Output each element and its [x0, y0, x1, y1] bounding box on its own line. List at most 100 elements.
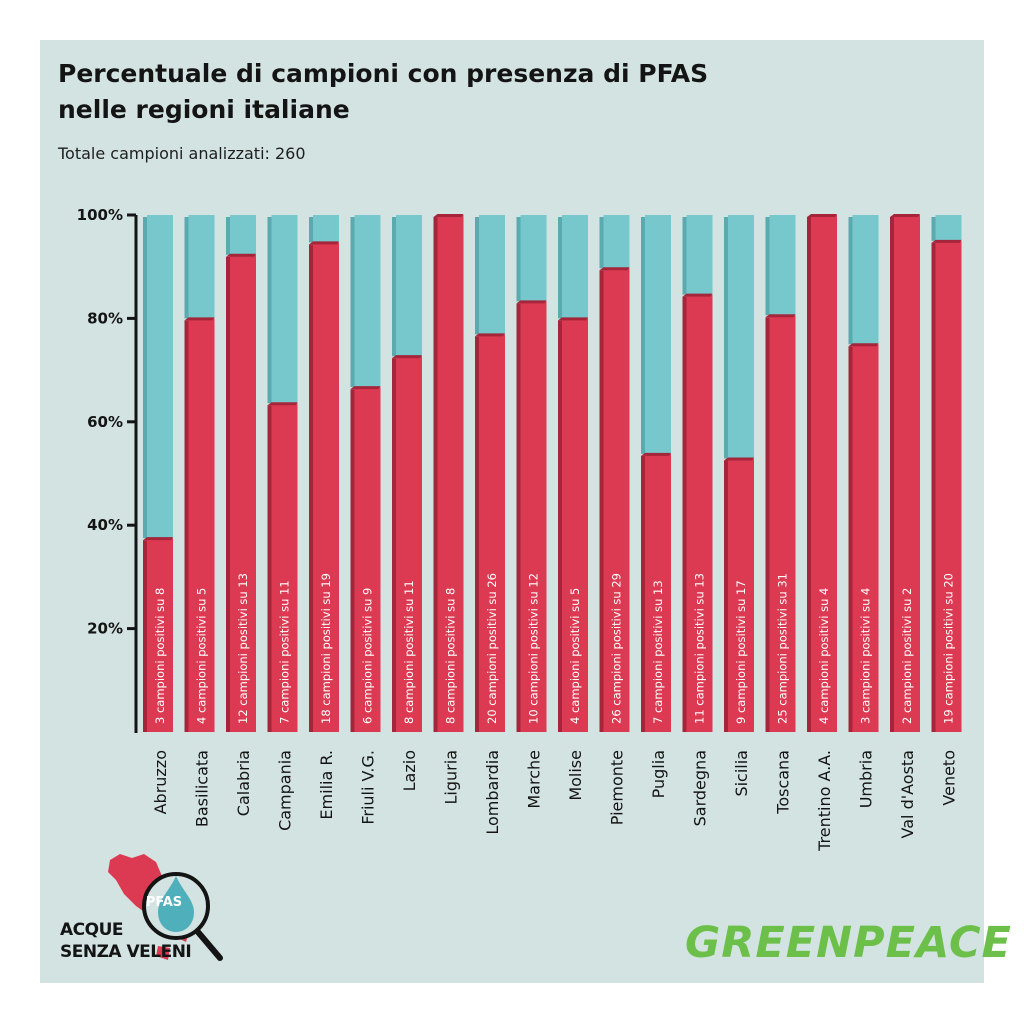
- bar-positive-side: [350, 389, 355, 732]
- bar-positive-top: [267, 402, 298, 406]
- bar-positive-top: [392, 355, 422, 359]
- y-tick-label: 80%: [87, 309, 123, 327]
- x-category-label: Lazio: [400, 750, 419, 791]
- chart-title: Percentuale di campioni con presenza di …: [58, 56, 818, 128]
- logo-text-acque: ACQUE: [60, 920, 124, 940]
- bar-negative: [396, 215, 422, 357]
- bar-negative-side: [516, 217, 521, 302]
- bar-positive-top: [724, 457, 754, 461]
- y-tick-label: 100%: [77, 206, 123, 224]
- bar-data-label: 11 campioni positivi su 13: [693, 573, 707, 724]
- bar-positive-side: [931, 242, 936, 732]
- bar-positive: [188, 318, 215, 732]
- bars: 3 campioni positivi su 8 4 campioni posit…: [143, 214, 962, 732]
- bar-positive: [686, 294, 713, 732]
- bar-negative: [188, 215, 215, 319]
- x-category-label: Toscana: [774, 750, 793, 815]
- chart-subtitle: Totale campioni analizzati: 260: [58, 144, 306, 163]
- bar-data-label: 8 campioni positivi su 11: [402, 580, 416, 724]
- category-labels: Abruzzo Basilicata Calabria Campania Emilia …: [151, 750, 959, 852]
- bar-positive-top: [143, 537, 173, 541]
- bar-positive-side: [558, 320, 562, 732]
- bar-data-label: 20 campioni positivi su 26: [485, 573, 499, 724]
- x-category-label: Sardegna: [691, 750, 710, 826]
- bar-positive-top: [641, 452, 671, 456]
- x-category-label: Emilia R.: [317, 750, 336, 820]
- x-category-label: Puglia: [649, 750, 668, 798]
- bar-positive: [479, 334, 505, 732]
- bar-negative-side: [765, 217, 770, 316]
- bar-data-label: 4 campioni positivi su 5: [568, 588, 582, 724]
- bar-positive-top: [599, 267, 630, 271]
- bar-negative: [935, 215, 962, 241]
- bar-negative-side: [392, 217, 396, 357]
- bar-negative-side: [309, 217, 313, 243]
- bar-negative: [852, 215, 879, 345]
- bar-data-label: 9 campioni positivi su 17: [734, 580, 748, 724]
- bar-negative: [147, 215, 173, 539]
- bar-positive: [437, 215, 464, 732]
- bar-negative-side: [848, 217, 853, 345]
- bar-negative: [354, 215, 381, 388]
- bar-positive-side: [309, 244, 313, 732]
- bar-data-label: 25 campioni positivi su 31: [776, 573, 790, 724]
- bar-positive: [396, 356, 422, 732]
- pfas-drop-label: PFAS: [145, 895, 183, 910]
- bar-positive-side: [392, 358, 396, 732]
- bar-data-label: 4 campioni positivi su 4: [817, 588, 831, 724]
- x-category-label: Calabria: [234, 750, 253, 816]
- bar-data-label: 8 campioni positivi su 8: [444, 588, 458, 724]
- bar-positive-top: [309, 241, 339, 245]
- bar-positive-top: [350, 386, 381, 390]
- bar-positive-side: [682, 296, 687, 732]
- bar-negative-side: [143, 217, 147, 539]
- bar-positive: [271, 403, 298, 732]
- x-category-label: Umbria: [857, 750, 876, 808]
- bar-negative: [769, 215, 796, 316]
- bar-data-label: 3 campioni positivi su 8: [153, 588, 167, 724]
- bar-negative-side: [682, 217, 687, 295]
- bar-negative-side: [641, 217, 645, 454]
- bar-positive-top: [765, 314, 796, 318]
- bar-negative-side: [724, 217, 728, 459]
- bar-negative: [479, 215, 505, 335]
- bar-positive-top: [931, 239, 962, 243]
- bar-negative: [271, 215, 298, 404]
- bar-positive-top: [516, 300, 547, 304]
- greenpeace-logo: GREENPEACE: [685, 918, 1012, 968]
- y-tick-label: 40%: [87, 516, 123, 534]
- x-category-label: Liguria: [442, 750, 461, 804]
- bar-positive-side: [807, 217, 811, 732]
- magnifier-handle-icon: [195, 929, 223, 961]
- bar-positive-top: [890, 214, 920, 217]
- bar-data-label: 7 campioni positivi su 13: [651, 580, 665, 724]
- bar-data-label: 18 campioni positivi su 19: [319, 573, 333, 724]
- bar-negative-side: [475, 217, 479, 335]
- bar-positive-side: [724, 460, 728, 732]
- bar-positive-side: [267, 405, 272, 732]
- bar-data-label: 7 campioni positivi su 11: [278, 580, 292, 724]
- bar-negative: [520, 215, 547, 302]
- bar-positive-top: [475, 333, 505, 337]
- bar-data-label: 2 campioni positivi su 2: [900, 588, 914, 724]
- x-category-label: Campania: [276, 750, 295, 831]
- x-category-label: Abruzzo: [151, 750, 170, 814]
- bar-positive-top: [226, 253, 256, 257]
- bar-negative-side: [267, 217, 272, 404]
- bar-negative-side: [226, 217, 230, 255]
- bar-positive: [769, 315, 796, 732]
- bar-positive-top: [184, 317, 215, 321]
- bar-negative-side: [350, 217, 355, 388]
- y-tick-label: 60%: [87, 413, 123, 431]
- logo-text-senza-veleni: SENZA VELENI: [60, 942, 192, 962]
- bar-negative-side: [558, 217, 562, 319]
- y-tick-label: 20%: [87, 620, 123, 638]
- bar-positive-side: [848, 346, 853, 732]
- x-category-label: Val d'Aosta: [898, 750, 917, 838]
- x-category-label: Sicilia: [732, 750, 751, 797]
- bar-positive-side: [143, 540, 147, 732]
- bar-positive-top: [558, 317, 588, 321]
- y-axis: 100% 80% 60% 40% 20%: [77, 206, 138, 733]
- bar-positive: [728, 458, 754, 732]
